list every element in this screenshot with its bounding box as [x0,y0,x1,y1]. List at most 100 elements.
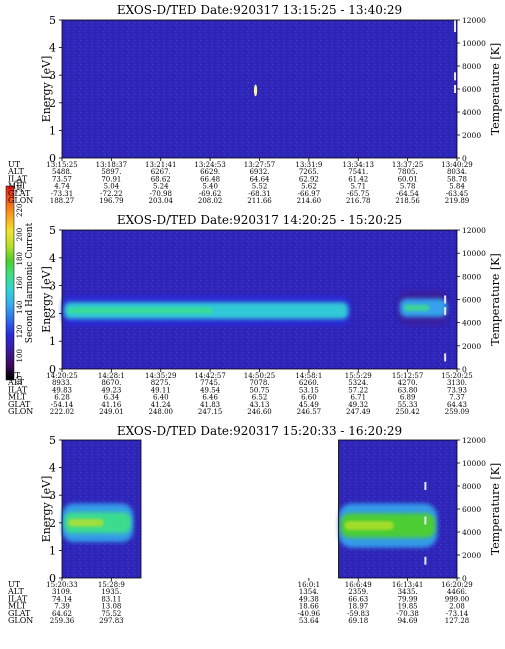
y2-tick-label: 10000 [462,39,486,48]
ephemeris-value: 41.16 [101,401,122,409]
ephemeris-value: 62.92 [299,175,319,183]
ephemeris-value: 53.64 [299,617,320,625]
ephemeris-value: 5.71 [350,183,366,191]
ephemeris-value: 214.60 [297,197,322,205]
ephemeris-value: 203.04 [149,197,174,205]
band-peak [68,518,104,527]
y-tick-label: 5 [49,434,56,447]
ephemeris-value: -54.14 [51,401,74,409]
ephemeris-value: 75.52 [101,610,121,618]
ephemeris-value: 79.99 [398,595,418,603]
y2-axis-label: Temperature [K] [489,253,502,345]
y2-tick-label: 2000 [462,551,481,560]
ephemeris-value: 15:28:9 [98,581,125,589]
temperature-mark [424,556,427,565]
ephemeris-value: -59.83 [347,610,369,618]
ephemeris-row-label: MLT [8,182,27,191]
ephemeris-value: 14:50:25 [244,372,275,380]
ephemeris-value: 7541. [348,168,368,176]
ephemeris-value: -72.22 [100,190,122,198]
temperature-mark [444,353,447,362]
ephemeris-value: -63.45 [446,190,468,198]
y2-tick-label: 6000 [462,296,481,305]
y-tick-label: 1 [49,335,56,348]
ephemeris-value: 4270. [398,379,418,387]
ephemeris-value: 6.89 [400,394,416,402]
temperature-mark [454,72,457,81]
y2-tick-label: 10000 [462,459,486,468]
ephemeris-value: 69.18 [348,617,368,625]
ephemeris-value: 5488. [52,168,72,176]
spectrogram-background [62,20,457,158]
ephemeris-value: -70.38 [396,610,418,618]
ephemeris-value: 64.62 [52,610,72,618]
ephemeris-row-label: MLT [8,602,27,611]
ephemeris-value: 246.60 [247,408,272,416]
ephemeris-value: -69.62 [199,190,221,198]
ephemeris-value: -68.31 [248,190,270,198]
y-tick-label: 5 [49,14,56,27]
ephemeris-value: 216.78 [346,197,371,205]
ephemeris-value: 5.62 [301,183,317,191]
ephemeris-value: 8670. [101,379,121,387]
ephemeris-value: -70.98 [150,190,172,198]
ephemeris-value: -73.31 [51,190,73,198]
y2-tick-label: 12000 [462,226,486,235]
ephemeris-value: 5.52 [252,183,268,191]
ephemeris-value: 13.08 [101,603,121,611]
ephemeris-row-label: UT [8,371,21,380]
ephemeris-value: 1354. [299,588,319,596]
y-tick-label: 3 [49,489,56,502]
ephemeris-value: 7805. [398,168,418,176]
ephemeris-value: 6.46 [202,394,218,402]
ephemeris-value: 249.01 [99,408,124,416]
y2-tick-label: 2000 [462,131,481,140]
ephemeris-value: 13:40:29 [441,161,472,169]
ephemeris-value: 15:20:25 [441,372,472,380]
ephemeris-value: 41.24 [151,401,172,409]
panel-title: EXOS-D/TED Date:920317 14:20:25 - 15:20:… [117,213,402,227]
ephemeris-row-label: UT [8,160,21,169]
ephemeris-value: 4.74 [54,183,70,191]
ephemeris-value: 6.52 [252,394,268,402]
temperature-mark [424,516,427,525]
y-tick-label: 5 [49,224,56,237]
ephemeris-value: 7745. [200,379,220,387]
panel-title: EXOS-D/TED Date:920317 15:20:33 - 16:20:… [117,424,402,438]
ephemeris-value: 3109. [52,588,72,596]
ephemeris-value: -66.97 [298,190,320,198]
y2-tick-label: 8000 [462,272,481,281]
ephemeris-value: 94.69 [398,617,418,625]
ephemeris-value: 6.34 [104,394,120,402]
y-axis-label: Energy [eV] [40,56,53,123]
colorbar-label: Second Harmonic Current [25,222,35,343]
ephemeris-row-label: ILAT [8,174,28,183]
ephemeris-value: 15:20:33 [46,581,77,589]
ephemeris-row-label: ILAT [8,385,28,394]
ephemeris-value: 13:31:9 [295,161,322,169]
temperature-mark [454,85,457,93]
temperature-mark [444,307,447,316]
ephemeris-row-label: ILAT [8,594,28,603]
ephemeris-value: 5.78 [400,183,416,191]
ephemeris-value: 49.38 [299,595,319,603]
ephemeris-row-label: ALT [7,167,24,176]
y2-tick-label: 12000 [462,436,486,445]
y2-tick-label: 2000 [462,342,481,351]
ephemeris-value: 45.49 [299,401,319,409]
y-axis-label: Energy [eV] [40,476,53,543]
y-tick-label: 2 [49,307,56,320]
ephemeris-value: 7078. [249,379,269,387]
y2-tick-label: 0 [462,154,467,163]
colorbar-tick-label: 180 [16,252,24,265]
ephemeris-row-label: UT [8,580,21,589]
ephemeris-value: 208.02 [198,197,223,205]
ephemeris-value: 49.11 [151,386,171,394]
ephemeris-value: 218.56 [395,197,420,205]
ephemeris-value: 8933. [52,379,72,387]
ephemeris-value: 13:34:13 [343,161,374,169]
ephemeris-value: 6260. [299,379,319,387]
ephemeris-value: 5.04 [104,183,120,191]
ephemeris-value: 49.54 [200,386,221,394]
